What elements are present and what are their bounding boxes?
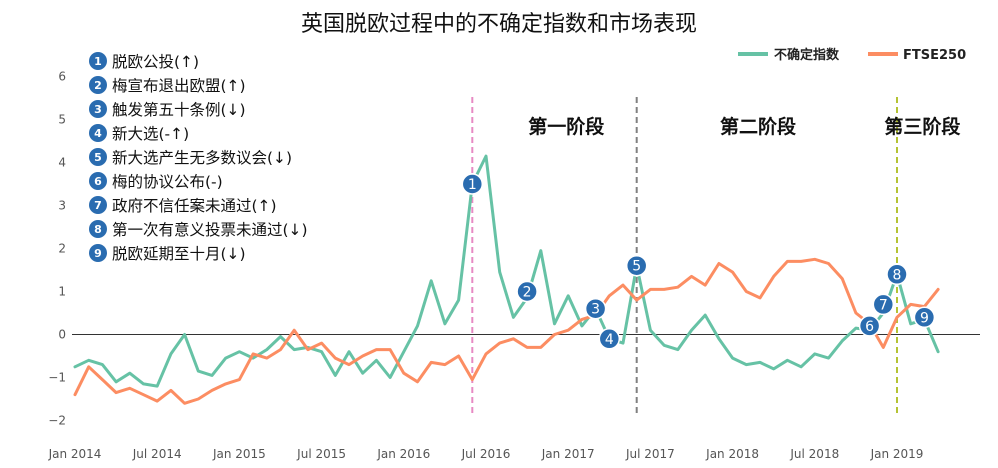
x-tick-label: Jul 2018 <box>789 447 839 461</box>
note-number: 5 <box>94 151 102 164</box>
event-marker-9 <box>913 306 936 329</box>
note-number-badge <box>89 196 107 214</box>
event-marker-number: 5 <box>632 259 641 275</box>
phase-label: 第二阶段 <box>720 115 797 138</box>
event-marker-number: 4 <box>605 332 614 348</box>
note-number: 2 <box>94 79 102 92</box>
event-marker-number: 3 <box>591 302 600 318</box>
x-tick-label: Jan 2016 <box>376 447 430 461</box>
y-tick-label: −2 <box>48 414 66 428</box>
phase-lines <box>471 97 898 416</box>
event-marker-7 <box>872 293 895 316</box>
note-number: 9 <box>94 247 102 260</box>
event-markers: 1 2 34 5 678 9 <box>461 173 936 350</box>
x-tick-label: Jul 2017 <box>625 447 675 461</box>
event-marker-number: 1 <box>468 177 477 193</box>
y-tick-label: −1 <box>48 371 66 385</box>
phase-labels: 第一阶段 第二阶段 第三阶段 <box>528 115 961 138</box>
chart-title: 英国脱欧过程中的不确定指数和市场表现 <box>301 12 697 37</box>
legend-entry: FTSE250 <box>903 48 966 63</box>
legend-entry: 不确定指数 <box>774 47 840 63</box>
x-tick-label: Jul 2016 <box>461 447 511 461</box>
y-tick-label: 6 <box>58 70 66 84</box>
note-number-badge <box>89 52 107 70</box>
note-number: 4 <box>94 127 102 140</box>
event-marker-number: 8 <box>893 267 902 283</box>
note-text: 政府不信任案未通过(↑) <box>112 197 277 215</box>
event-marker-number: 9 <box>920 310 929 326</box>
event-marker-6 <box>858 315 881 337</box>
note-number-badge <box>89 148 107 166</box>
note-number: 8 <box>94 223 102 236</box>
phase-label: 第三阶段 <box>884 115 961 138</box>
note-text: 第一次有意义投票未通过(↓) <box>112 220 308 239</box>
note-number: 7 <box>94 199 102 212</box>
y-tick-label: 2 <box>58 242 66 256</box>
note-number-badge <box>89 220 107 238</box>
note-text: 新大选(-↑) <box>112 125 189 143</box>
event-marker-8 <box>886 263 908 286</box>
x-axis-tick-labels: Jan 2014 Jul 2014 Jan 2015 Jul 2015 Jan 2016… <box>48 447 924 461</box>
event-marker-number: 2 <box>523 285 532 301</box>
y-tick-label: 1 <box>58 285 66 299</box>
note-number-badge <box>89 244 107 262</box>
y-tick-label: 0 <box>58 328 66 342</box>
y-axis-tick-labels: −2 −1 0 1 2 3 4 5 6 <box>48 70 66 428</box>
x-tick-label: Jan 2014 <box>48 447 102 461</box>
x-tick-label: Jan 2017 <box>541 447 595 461</box>
event-marker-number: 6 <box>865 319 874 335</box>
note-text: 触发第五十条例(↓) <box>112 101 246 119</box>
uncertainty-index-line <box>73 154 940 388</box>
note-number-badge <box>89 124 107 142</box>
event-marker-3 <box>584 297 607 320</box>
note-text: 梅的协议公布(-) <box>112 173 223 191</box>
note-number-badge <box>89 172 107 190</box>
event-notes: 1 脱欧公投(↑) 2 梅宣布退出欧盟(↑) 3 触发第五十条例(↓) 4 新大选(-↑) 5 新… <box>89 52 308 263</box>
x-tick-label: Jan 2018 <box>705 447 759 461</box>
note-text: 新大选产生无多数议会(↓) <box>112 149 292 167</box>
event-marker-2 <box>516 280 538 303</box>
ftse250-line <box>73 257 940 405</box>
note-text: 脱欧延期至十月(↓) <box>112 245 246 263</box>
y-tick-label: 5 <box>58 113 66 127</box>
event-marker-4 <box>598 328 621 350</box>
note-number: 6 <box>94 175 102 188</box>
x-tick-label: Jul 2014 <box>132 447 182 461</box>
event-marker-5 <box>625 254 648 277</box>
series-lines <box>73 154 940 405</box>
phase-label: 第一阶段 <box>528 115 605 138</box>
note-number-badge <box>89 76 107 94</box>
event-marker-number: 7 <box>879 297 888 313</box>
event-marker-1 <box>461 173 484 195</box>
y-tick-label: 4 <box>58 156 66 170</box>
note-number: 1 <box>94 55 102 68</box>
note-text: 脱欧公投(↑) <box>112 53 199 71</box>
x-tick-label: Jul 2015 <box>296 447 346 461</box>
x-tick-label: Jan 2015 <box>212 447 266 461</box>
legend: 不确定指数 FTSE250 <box>738 47 966 63</box>
note-number-badge <box>89 100 107 118</box>
y-tick-label: 3 <box>58 199 66 213</box>
note-text: 梅宣布退出欧盟(↑) <box>112 77 246 95</box>
x-tick-label: Jan 2019 <box>870 447 924 461</box>
note-number: 3 <box>94 103 102 116</box>
